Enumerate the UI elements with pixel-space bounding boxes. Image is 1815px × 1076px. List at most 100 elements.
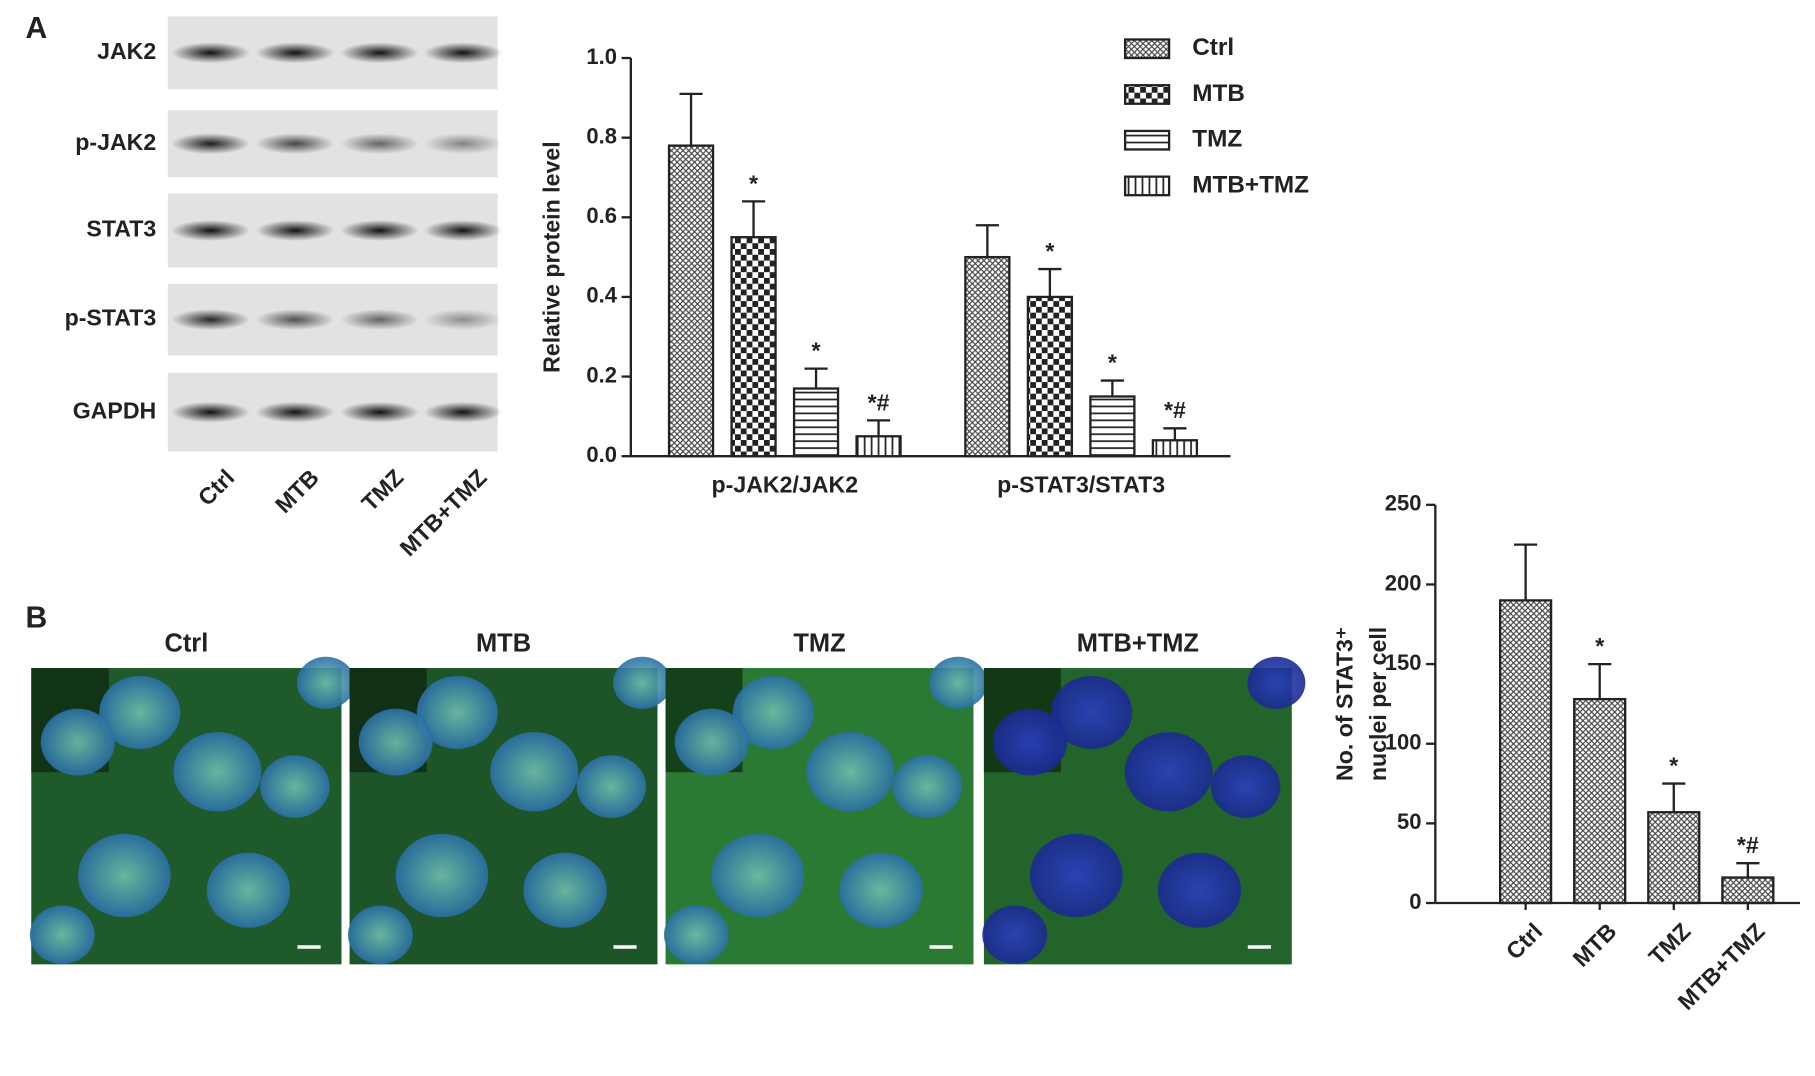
blot-band — [423, 220, 503, 241]
bar — [1089, 395, 1136, 458]
image-title: MTB — [476, 630, 531, 658]
significance-label: * — [1669, 752, 1678, 778]
bar — [1026, 295, 1074, 458]
significance-label: *# — [868, 389, 890, 415]
y-tick-label: 0.8 — [586, 123, 617, 148]
legend-label: MTB+TMZ — [1192, 171, 1309, 198]
y-tick-label: 0.0 — [586, 442, 617, 467]
lane-label: TMZ — [356, 464, 408, 516]
x-tick-label: TMZ — [1644, 918, 1696, 970]
significance-label: * — [812, 338, 821, 364]
legend-label: MTB — [1192, 80, 1245, 107]
legend-swatch — [1123, 38, 1171, 60]
x-tick-label: p-JAK2/JAK2 — [711, 471, 858, 497]
y-axis-label: No. of STAT3⁺ — [1331, 627, 1357, 781]
blot-band — [340, 42, 420, 64]
nucleus — [490, 732, 579, 812]
nucleus — [523, 852, 607, 928]
y-tick-label: 50 — [1397, 809, 1421, 834]
y-axis-label: nuclei per cell — [1365, 627, 1391, 781]
nucleus — [260, 755, 330, 818]
blot-band — [340, 133, 420, 155]
nucleus — [732, 676, 814, 749]
blot-band — [255, 42, 335, 64]
nucleus — [40, 708, 115, 776]
y-tick-label: 150 — [1385, 650, 1422, 675]
blot-band — [255, 220, 335, 241]
blot-band — [171, 309, 251, 331]
blot-band — [255, 309, 335, 331]
blot-band — [423, 133, 503, 155]
y-tick-label: 0.6 — [586, 203, 617, 228]
nucleus — [347, 905, 413, 964]
x-tick-label: p-STAT3/STAT3 — [997, 471, 1165, 497]
legend-label: TMZ — [1192, 126, 1242, 153]
significance-label: *# — [1737, 832, 1759, 858]
nucleus — [674, 708, 749, 776]
panel-label: B — [25, 601, 47, 634]
blot-band — [171, 220, 251, 241]
y-tick-label: 100 — [1385, 730, 1422, 755]
bar — [1498, 599, 1553, 905]
blot-band — [340, 220, 420, 241]
y-axis-label: Relative protein level — [538, 141, 564, 372]
blot-band — [171, 401, 251, 423]
legend-label: Ctrl — [1192, 34, 1234, 61]
protein-label: p-STAT3 — [65, 305, 157, 331]
nucleus — [206, 852, 291, 928]
nucleus — [613, 656, 672, 709]
bar — [1721, 876, 1775, 905]
nucleus — [711, 833, 805, 918]
nucleus — [929, 656, 988, 709]
bar — [667, 144, 715, 458]
x-tick-label: MTB — [1568, 918, 1622, 972]
legend-swatch — [1123, 84, 1171, 105]
y-tick-label: 200 — [1385, 570, 1422, 595]
bar — [1647, 811, 1701, 905]
lane-label: MTB — [270, 464, 324, 518]
significance-label: *# — [1164, 397, 1186, 423]
x-tick-label: Ctrl — [1501, 918, 1548, 965]
y-tick-label: 0 — [1409, 889, 1421, 914]
blot-band — [340, 401, 420, 423]
nucleus — [663, 905, 729, 964]
nucleus — [29, 905, 95, 964]
blot-band — [255, 133, 335, 155]
blot-band — [171, 42, 251, 64]
nucleus — [993, 708, 1068, 776]
protein-label: STAT3 — [86, 216, 156, 242]
image-title: MTB+TMZ — [1077, 630, 1199, 658]
significance-label: * — [1045, 238, 1054, 264]
bar — [730, 236, 777, 458]
nucleus — [395, 833, 489, 918]
nucleus — [1210, 755, 1281, 818]
nucleus — [1029, 833, 1123, 918]
lane-label: Ctrl — [193, 464, 240, 511]
blot-band — [171, 133, 251, 155]
nucleus — [358, 708, 433, 776]
blot-band — [255, 401, 335, 423]
protein-label: GAPDH — [73, 397, 157, 423]
nucleus — [1157, 852, 1242, 928]
blot-band — [423, 309, 503, 331]
microscopy: Ctrl MTB TMZ MTB+TMZ — [29, 630, 1306, 965]
nucleus — [982, 905, 1048, 964]
nucleus — [1051, 676, 1133, 749]
bar — [964, 255, 1011, 458]
image-title: TMZ — [793, 630, 845, 658]
significance-label: * — [1595, 633, 1604, 659]
panel-label: A — [25, 12, 47, 45]
legend-swatch — [1123, 129, 1171, 151]
y-tick-label: 0.2 — [586, 362, 617, 387]
blot-band — [423, 42, 503, 64]
image-title: Ctrl — [164, 630, 208, 658]
y-tick-label: 0.4 — [586, 283, 617, 308]
nucleus — [839, 852, 923, 928]
blot-band — [423, 401, 503, 423]
y-tick-label: 1.0 — [586, 44, 617, 69]
significance-label: * — [749, 170, 758, 196]
protein-label: JAK2 — [97, 38, 156, 64]
bar — [855, 435, 902, 458]
nucleus — [99, 676, 181, 749]
